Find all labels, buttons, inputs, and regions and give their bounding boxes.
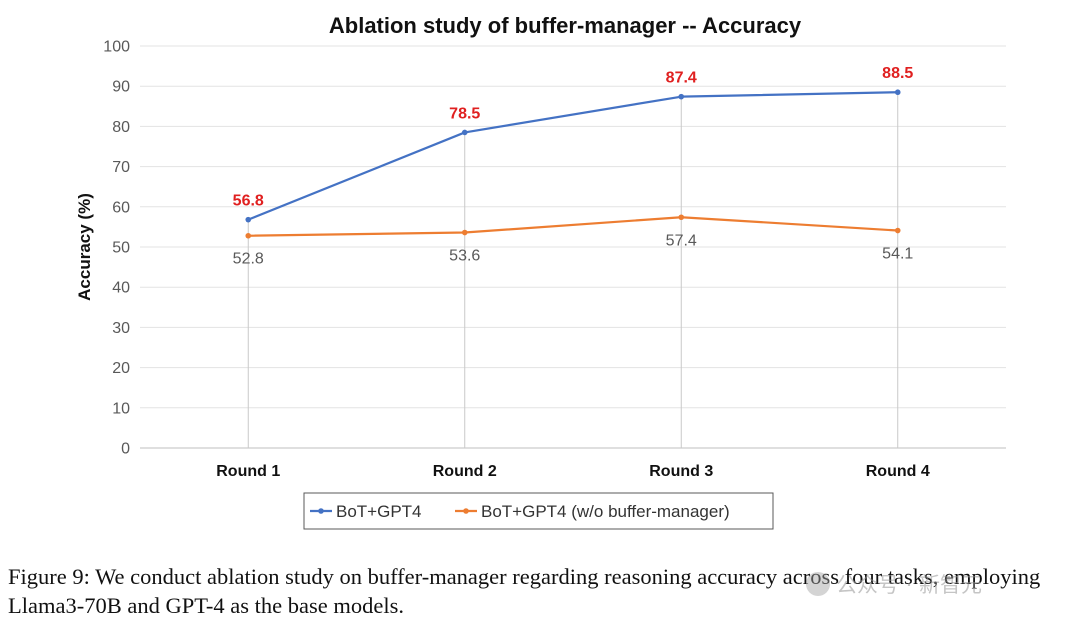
data-label: 56.8	[233, 193, 264, 210]
data-point	[245, 216, 252, 223]
x-tick-label: Round 3	[649, 463, 713, 480]
y-tick-label: 40	[112, 280, 130, 297]
y-tick-label: 90	[112, 79, 130, 96]
data-point	[461, 129, 468, 136]
y-tick-label: 50	[112, 240, 130, 257]
legend-label-1: BoT+GPT4	[336, 502, 422, 521]
data-label: 78.5	[449, 105, 480, 122]
y-tick-label: 100	[103, 39, 130, 56]
data-point	[461, 229, 468, 236]
legend-box	[303, 492, 774, 530]
accuracy-line-chart: Ablation study of buffer-manager -- Accu…	[75, 13, 1006, 530]
y-axis-label: Accuracy (%)	[75, 193, 94, 301]
y-tick-label: 80	[112, 119, 130, 136]
series-line-2	[248, 216, 898, 237]
series-line-1	[247, 91, 898, 221]
figure-caption: Figure 9: We conduct ablation study on b…	[8, 564, 1041, 618]
x-tick-label: Round 4	[866, 463, 930, 480]
data-point	[894, 89, 901, 96]
data-label: 52.8	[233, 251, 264, 268]
legend-marker-1	[318, 508, 324, 514]
data-label: 88.5	[882, 65, 913, 82]
y-tick-label: 0	[121, 441, 130, 458]
data-label: 53.6	[449, 248, 480, 265]
y-tick-label: 60	[112, 199, 130, 216]
legend-label-2: BoT+GPT4 (w/o buffer-manager)	[481, 502, 730, 521]
y-tick-label: 20	[112, 360, 130, 377]
data-label: 57.4	[666, 232, 697, 249]
legend-marker-2	[463, 508, 469, 514]
data-point	[678, 214, 685, 221]
x-tick-label: Round 2	[433, 463, 497, 480]
x-tick-label: Round 1	[216, 463, 280, 480]
data-point	[894, 227, 901, 234]
data-label: 54.1	[882, 246, 913, 263]
y-tick-label: 30	[112, 320, 130, 337]
data-label: 87.4	[666, 70, 697, 87]
data-point	[245, 232, 252, 239]
chart-title: Ablation study of buffer-manager -- Accu…	[329, 13, 802, 38]
y-tick-label: 10	[112, 400, 130, 417]
y-tick-label: 70	[112, 159, 130, 176]
data-point	[678, 93, 685, 100]
